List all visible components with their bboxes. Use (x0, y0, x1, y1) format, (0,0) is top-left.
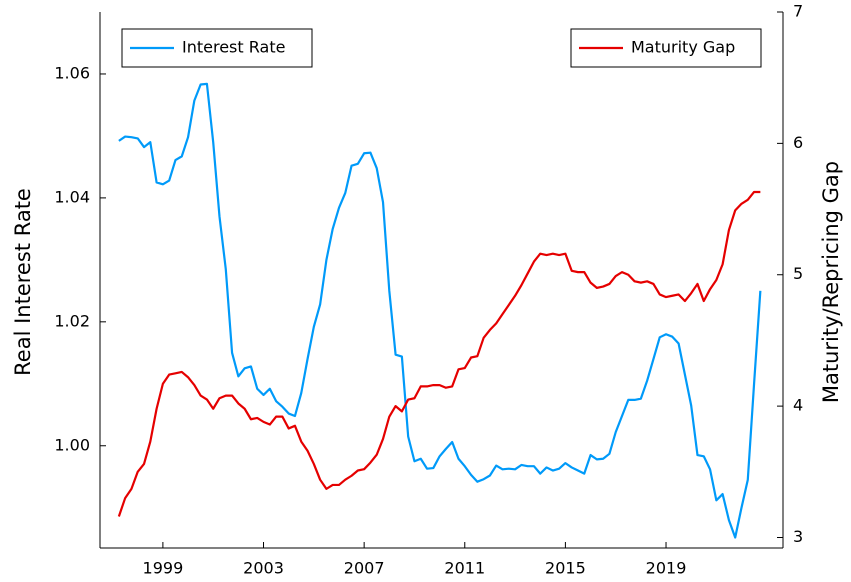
y-tick-label: 1.02 (54, 311, 90, 330)
series-line (117, 190, 761, 517)
series-line (118, 82, 762, 539)
y2-axis-label: Maturity/Repricing Gap (819, 161, 843, 403)
x-tick-label: 2003 (243, 559, 284, 578)
x-tick-label: 2019 (646, 559, 687, 578)
legend-label: Interest Rate (182, 38, 285, 57)
y2-tick-label: 6 (793, 133, 803, 152)
y-axis-label: Real Interest Rate (11, 188, 35, 376)
y-tick-label: 1.00 (54, 435, 90, 454)
y2-tick-label: 4 (793, 396, 803, 415)
x-tick-label: 2015 (545, 559, 586, 578)
legend-box (121, 28, 313, 68)
y-tick-label: 1.04 (54, 187, 90, 206)
y2-tick-label: 3 (793, 527, 803, 546)
legend-label: Maturity Gap (631, 38, 735, 57)
x-tick-label: 1999 (143, 559, 184, 578)
x-tick-label: 2011 (444, 559, 485, 578)
x-tick-label: 2007 (344, 559, 385, 578)
y-tick-label: 1.06 (54, 63, 90, 82)
y2-tick-label: 5 (793, 264, 803, 283)
y2-tick-label: 7 (793, 2, 803, 21)
